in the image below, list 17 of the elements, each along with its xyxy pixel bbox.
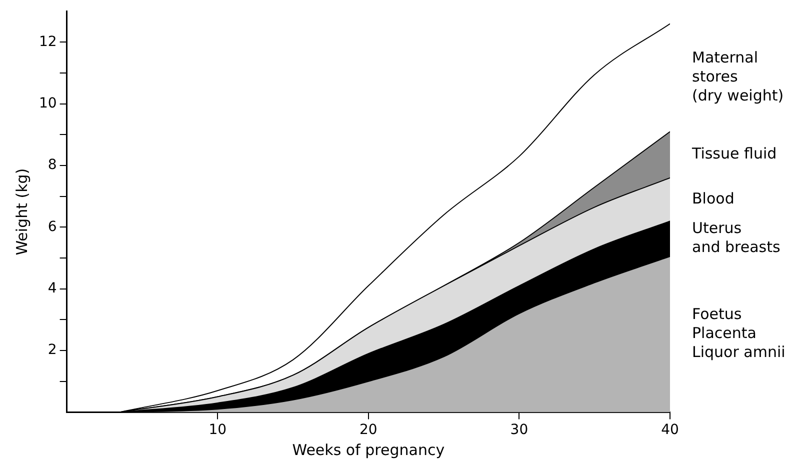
x-tick-label: 30 — [510, 422, 528, 438]
y-tick-label: 2 — [48, 342, 57, 358]
series-label: Blood — [692, 189, 734, 208]
series-label: Uterus and breasts — [692, 219, 780, 256]
y-tick-label: 4 — [48, 280, 57, 297]
y-tick-label: 10 — [38, 96, 57, 112]
x-axis-title: Weeks of pregnancy — [292, 440, 445, 459]
y-tick-label: 12 — [38, 34, 57, 50]
y-axis-title: Weight (kg) — [12, 168, 31, 256]
x-tick-label: 10 — [208, 422, 227, 438]
x-tick-label: 20 — [359, 422, 378, 438]
y-tick-label: 8 — [48, 157, 57, 174]
x-tick-label: 40 — [661, 422, 679, 438]
series-label: Maternal stores (dry weight) — [692, 48, 784, 105]
series-label: Foetus Placenta Liquor amnii — [692, 305, 786, 362]
y-tick-label: 6 — [48, 218, 57, 235]
series-label: Tissue fluid — [691, 144, 777, 163]
